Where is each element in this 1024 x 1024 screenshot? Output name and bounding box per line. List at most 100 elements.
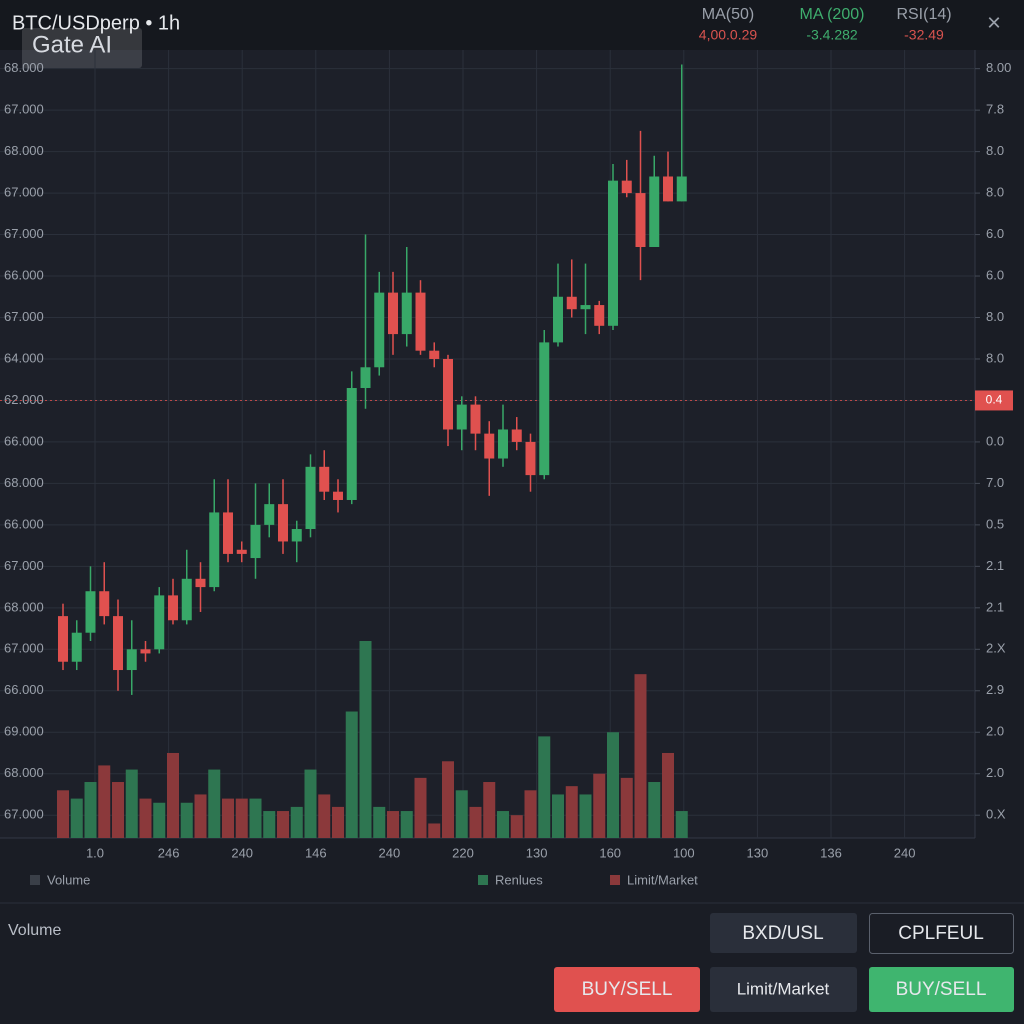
outline-button[interactable]: CPLFEUL <box>869 913 1014 954</box>
indicator-name: RSI(14) <box>896 6 951 23</box>
volume-bar <box>510 815 523 838</box>
x-tick-label: 240 <box>894 845 916 860</box>
x-tick-label: 160 <box>599 845 621 860</box>
y-tick-label: 67.000 <box>4 558 44 573</box>
volume-bar <box>84 782 97 838</box>
y-tick-label: 66.000 <box>4 516 44 531</box>
button-label: BUY/SELL <box>582 979 673 1000</box>
candle-body <box>649 176 660 247</box>
volume-bar <box>57 790 69 838</box>
volume-bar <box>263 811 276 838</box>
order-type-button[interactable]: Limit/Market <box>710 967 857 1012</box>
y2-tick-label: 2.0 <box>986 724 1004 739</box>
candle-body <box>456 404 467 430</box>
volume-bar <box>290 806 303 838</box>
y-tick-label: 66.000 <box>4 433 44 448</box>
legend-swatch <box>610 875 620 885</box>
volume-bar <box>414 777 427 838</box>
candle-body <box>388 292 398 335</box>
y2-tick-label: 2.X <box>986 641 1006 656</box>
y2-tick-label: 8.00 <box>986 60 1011 75</box>
x-tick-label: 240 <box>231 845 253 860</box>
x-tick-label: 246 <box>158 845 180 860</box>
buy-button[interactable]: BUY/SELL <box>869 967 1014 1012</box>
candle-body <box>676 176 687 202</box>
volume-bar <box>387 811 399 838</box>
y2-tick-label: 6.0 <box>986 267 1004 282</box>
volume-bar <box>359 641 372 838</box>
sell-button[interactable]: BUY/SELL <box>554 967 700 1012</box>
x-tick-label: 1.0 <box>86 845 104 860</box>
chart-title: BTC/USDperp • 1h <box>12 12 180 34</box>
indicator-value: -3.4.282 <box>806 27 858 43</box>
candle-body <box>401 292 412 335</box>
volume-bar <box>304 769 317 838</box>
y-tick-label: 67.000 <box>4 807 44 822</box>
volume-bar <box>538 736 551 838</box>
volume-bar <box>373 806 386 838</box>
indicator-value: -32.49 <box>904 27 944 43</box>
candle-body <box>580 305 591 310</box>
button-label: BXD/USL <box>742 923 823 944</box>
volume-bar <box>469 806 482 838</box>
candle-body <box>539 342 550 476</box>
y2-tick-label: 8.0 <box>986 185 1004 200</box>
y2-tick-label: 2.1 <box>986 599 1004 614</box>
x-tick-label: 136 <box>820 845 842 860</box>
close-button[interactable]: × <box>987 9 1001 36</box>
volume-bar <box>662 752 674 838</box>
volume-bar <box>235 798 248 838</box>
volume-bar <box>153 802 166 838</box>
candle-body <box>663 176 673 202</box>
top-bar <box>0 0 1024 50</box>
candle-body <box>85 591 96 633</box>
badge-bg <box>22 28 142 68</box>
candle-body <box>264 504 275 525</box>
volume-bar <box>345 711 358 838</box>
candle-body <box>346 388 357 500</box>
button-bg <box>710 913 857 953</box>
candle-body <box>498 429 508 459</box>
button-bg <box>869 913 1014 954</box>
y-tick-label: 67.000 <box>4 102 44 117</box>
candle-body <box>553 296 563 343</box>
candle-body <box>113 616 123 671</box>
y-tick-label: 68.000 <box>4 475 44 490</box>
volume-bar <box>524 790 537 838</box>
candle-body <box>511 429 522 442</box>
candle-body <box>209 512 220 588</box>
y-tick-label: 67.000 <box>4 309 44 324</box>
y-tick-label: 64.000 <box>4 350 44 365</box>
legend-label: Volume <box>47 872 90 887</box>
button-bg <box>554 967 700 1012</box>
candle-body <box>278 504 288 542</box>
x-tick-label: 100 <box>673 845 695 860</box>
volume-bar <box>428 823 441 838</box>
y2-tick-label: 0.0 <box>986 433 1004 448</box>
button-bg <box>869 967 1014 1012</box>
candle-body <box>195 578 206 588</box>
volume-bar <box>222 798 234 838</box>
x-tick-label: 240 <box>379 845 401 860</box>
y-tick-label: 62.000 <box>4 392 44 407</box>
x-tick-label: 130 <box>526 845 548 860</box>
volume-bar <box>180 802 193 838</box>
y2-tick-label: 6.0 <box>986 226 1004 241</box>
price-tag-bg <box>975 390 1013 411</box>
y2-tick-label: 8.0 <box>986 143 1004 158</box>
candle-body <box>566 296 577 310</box>
legend-swatch <box>478 875 488 885</box>
pair-button[interactable]: BXD/USL <box>710 913 857 953</box>
candle-body <box>168 595 178 621</box>
y-tick-label: 68.000 <box>4 60 44 75</box>
y-tick-label: 69.000 <box>4 724 44 739</box>
volume-bar <box>249 798 262 838</box>
y2-tick-label: 8.0 <box>986 309 1004 324</box>
y2-tick-label: 7.8 <box>986 102 1004 117</box>
candle-body <box>236 549 247 554</box>
volume-bar <box>167 752 179 838</box>
y2-tick-label: 2.9 <box>986 682 1004 697</box>
volume-bar <box>552 794 564 838</box>
legend-label: Renlues <box>495 872 543 887</box>
